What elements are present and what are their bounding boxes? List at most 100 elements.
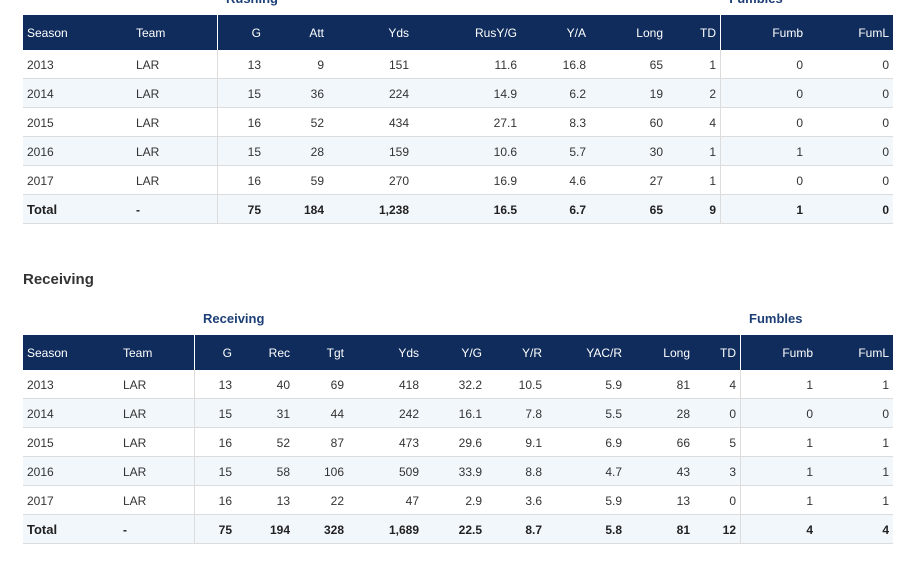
table-cell: Total (27, 522, 58, 537)
table-row (23, 137, 893, 166)
table-cell: 4.7 (605, 465, 622, 479)
table-cell: 1 (806, 465, 813, 479)
table-cell: 19 (649, 87, 663, 101)
table-cell: 27 (649, 174, 663, 188)
table-cell: 1 (796, 203, 803, 217)
table-cell: LAR (136, 116, 160, 130)
table-row (23, 428, 893, 457)
section-heading: Receiving (23, 271, 94, 288)
table-cell: 5.9 (605, 378, 622, 392)
table-cell: 0 (796, 116, 803, 130)
table-cell: LAR (123, 494, 147, 508)
table-cell: 6.9 (605, 436, 622, 450)
column-header: FumL (858, 26, 889, 40)
table-cell: 1 (806, 378, 813, 392)
column-divider (194, 370, 195, 544)
table-cell: 27.1 (493, 116, 517, 130)
table-row (23, 195, 893, 224)
table-cell: 15 (247, 145, 261, 159)
table-cell: 16 (218, 494, 232, 508)
table-cell: 1,689 (388, 523, 419, 537)
table-cell: 0 (882, 87, 889, 101)
table-cell: 6.7 (569, 203, 586, 217)
table-cell: 16 (247, 116, 261, 130)
table-cell: 184 (303, 203, 324, 217)
table-cell: Total (27, 202, 58, 217)
table-cell: 59 (310, 174, 324, 188)
table-cell: 47 (405, 494, 419, 508)
table-cell: 0 (796, 87, 803, 101)
table-cell: 151 (388, 58, 409, 72)
table-cell: 9 (709, 203, 716, 217)
table-cell: 13 (276, 494, 290, 508)
table-cell: 6.2 (569, 87, 586, 101)
table-cell: 13 (218, 378, 232, 392)
table-cell: 28 (310, 145, 324, 159)
table-cell: LAR (123, 378, 147, 392)
header-divider (194, 335, 195, 370)
table-cell: 30 (649, 145, 663, 159)
column-header: Y/A (566, 26, 586, 40)
column-header: Team (123, 346, 153, 360)
table-cell: 0 (796, 58, 803, 72)
table-cell: 2014 (27, 407, 54, 421)
header-row (23, 335, 893, 370)
table-cell: 36 (310, 87, 324, 101)
column-header: Fumb (782, 346, 813, 360)
table-row (23, 515, 893, 544)
column-header: TD (700, 26, 716, 40)
table-row (23, 399, 893, 428)
table-cell: 242 (398, 407, 419, 421)
table-cell: 75 (218, 523, 232, 537)
table-cell: 44 (330, 407, 344, 421)
table-cell: 8.7 (525, 523, 542, 537)
column-header: Long (636, 26, 663, 40)
column-header: Fumb (772, 26, 803, 40)
table-cell: LAR (123, 465, 147, 479)
header-divider (740, 335, 741, 370)
header-divider (720, 15, 721, 50)
table-cell: 2016 (27, 145, 54, 159)
table-cell: 4 (709, 116, 716, 130)
table-cell: 194 (269, 523, 290, 537)
table-cell: 22.5 (458, 523, 482, 537)
table-cell: 32.2 (458, 378, 482, 392)
header-divider (217, 15, 218, 50)
table-cell: 60 (649, 116, 663, 130)
column-header: Yds (388, 26, 409, 40)
table-row (23, 50, 893, 79)
table-cell: LAR (136, 174, 160, 188)
column-header: Att (309, 26, 324, 40)
table-cell: 0 (882, 58, 889, 72)
column-header: G (251, 26, 261, 40)
table-cell: 2 (709, 87, 716, 101)
table-cell: 9.1 (525, 436, 542, 450)
table-cell: LAR (136, 87, 160, 101)
table-row (23, 108, 893, 137)
table-row (23, 486, 893, 515)
table-cell: 418 (398, 378, 419, 392)
table-cell: 473 (398, 436, 419, 450)
table-cell: 52 (276, 436, 290, 450)
table-cell: 14.9 (493, 87, 517, 101)
table-cell: 1 (709, 145, 716, 159)
table-cell: 4 (882, 523, 889, 537)
table-cell: 16.1 (458, 407, 482, 421)
table-cell: LAR (136, 58, 160, 72)
column-header: Tgt (326, 346, 344, 360)
table-cell: 43 (676, 465, 690, 479)
table-cell: 159 (388, 145, 409, 159)
table-cell: 29.6 (458, 436, 482, 450)
table-cell: 1 (709, 58, 716, 72)
table-cell: 15 (218, 407, 232, 421)
column-header: TD (720, 346, 736, 360)
table-cell: 10.6 (493, 145, 517, 159)
column-header: RusY/G (474, 26, 517, 40)
column-header: Long (663, 346, 690, 360)
group-header: Fumbles (749, 311, 803, 326)
table-cell: 9 (317, 58, 324, 72)
table-cell: 2013 (27, 58, 54, 72)
table-cell: 1 (882, 494, 889, 508)
table-cell: 15 (247, 87, 261, 101)
